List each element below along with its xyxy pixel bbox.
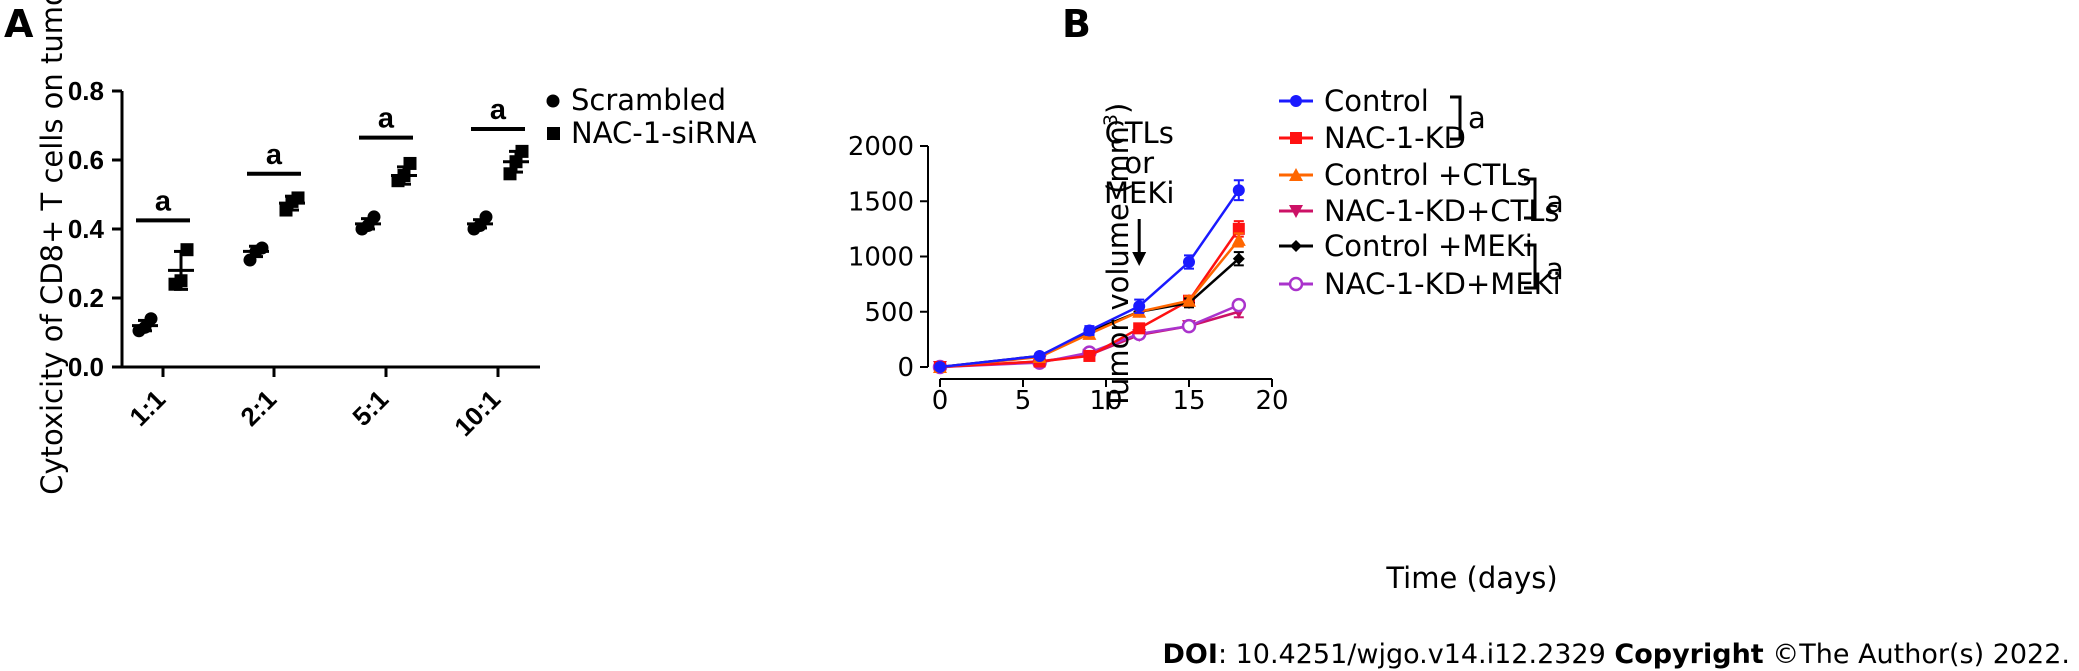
panel-b-legend-label: Control +CTLs: [1324, 158, 1532, 192]
panel-b-series-0-point: [1033, 349, 1046, 362]
panel-b-y-tick-label: 1000: [848, 243, 914, 273]
panel-b-series-0-point: [1183, 256, 1195, 269]
panel-a-y-tick-label: 0.2: [68, 283, 104, 313]
panel-b-series-0-line: [939, 189, 1240, 369]
panel-a-legend-label: Scrambled: [571, 83, 726, 117]
panel-b-y-axis-title-end: ): [1101, 103, 1135, 114]
panel-b-x-axis-title: Time (days): [1385, 561, 1557, 595]
panel-b-series-0-point: [1133, 300, 1146, 313]
panel-a-point-scrambled: [144, 312, 158, 326]
panel-a-significance-label: a: [155, 185, 172, 217]
panel-b-series-5-point: [1181, 318, 1197, 334]
panel-a-x-tick-label: 10:1: [448, 384, 506, 442]
panel-b-annotation-arrowhead: [1132, 252, 1147, 266]
panel-b-significance-bracket: [1450, 95, 1462, 141]
panel-b-series-1-point: [1083, 349, 1096, 362]
panel-a-y-tick-label: 0.0: [68, 352, 104, 382]
panel-b-legend-label: NAC-1-KD+MEKi: [1324, 267, 1561, 301]
panel-b-series-5-point: [1231, 297, 1247, 313]
panel-a-legend-marker-scrambled: [546, 94, 560, 108]
panel-a-y-tick-label: 0.8: [68, 76, 104, 106]
panel-b-series-2-point: [1231, 232, 1246, 246]
panel-b-y-tick-label: 0: [897, 353, 914, 383]
panel-b-x-tick-label: 5: [1015, 386, 1032, 416]
chart-panel-a: 0.0 0.2 0.4 0.6 0.8 1:1 2:1 5:1 10:1 a a a a Cytoxi…: [35, 0, 757, 495]
panel-b-series-0-point: [1232, 184, 1245, 197]
panel-a-point-scrambled: [367, 210, 381, 224]
panel-b-legend-label: Control +MEKi: [1324, 229, 1533, 263]
panel-b-y-axis-title-sup: 3: [1100, 114, 1122, 126]
panel-b-series-2-point: [1182, 293, 1196, 307]
chart-panel-b: 0 500 1000 1500 2000 0 5 10 15 20 Tumor volume (m…: [848, 84, 1564, 595]
panel-a-point-nac1-sirna: [180, 243, 194, 257]
panel-b-series-1-point: [1133, 322, 1146, 335]
panel-a-axes: 0.0 0.2 0.4 0.6 0.8 1:1 2:1 5:1 10:1: [68, 76, 540, 442]
panel-b-y-tick-label: 1500: [848, 187, 914, 217]
footer-copyright-label: Copyright: [1614, 639, 1763, 670]
panel-b-legend-marker: [1288, 276, 1304, 292]
footer-doi-label: DOI: [1163, 639, 1218, 670]
panel-b-annotation-text: or: [1124, 146, 1154, 180]
panel-a-significance-label: a: [266, 139, 283, 171]
panel-a-y-axis-title: Cytoxicity of CD8+ T cells on tumors: [35, 0, 69, 495]
panel-b-legend-marker: [1290, 240, 1302, 252]
panel-a-significance-label: a: [378, 103, 395, 135]
panel-b-legend-label: NAC-1-KD+CTLs: [1324, 194, 1560, 228]
panel-b-legend-marker: [1290, 95, 1302, 107]
panel-a-y-tick-label: 0.4: [68, 214, 105, 244]
panel-b-significance-bracket: [1524, 177, 1537, 220]
panel-b-legend-label: NAC-1-KD: [1324, 121, 1466, 155]
panel-a-legend-marker-nac1-sirna: [547, 127, 560, 140]
panel-a-x-tick-label: 5:1: [346, 384, 394, 432]
panel-b-significance-label: a: [1546, 185, 1564, 219]
panel-b-legend-marker: [1290, 132, 1302, 144]
panel-b-series-0-point: [1083, 324, 1096, 337]
panel-b-series-1-point: [1232, 222, 1245, 235]
panel-b-annotation-text: CTLs: [1105, 116, 1174, 150]
panel-a-point-nac1-sirna: [503, 167, 517, 181]
panel-b-x-tick-label: 20: [1255, 386, 1288, 416]
panel-a-y-tick-label: 0.6: [68, 145, 104, 175]
footer-doi-value: : 10.4251/wjgo.v14.i12.2329: [1218, 639, 1614, 670]
panel-b-x-tick-label: 10: [1089, 386, 1122, 416]
panel-b-significance-label: a: [1468, 101, 1486, 135]
panel-b-y-tick-label: 500: [864, 298, 914, 328]
panel-b-x-tick-label: 0: [932, 386, 949, 416]
panel-b-y-axis-title: Tumor volume (mm3): [1100, 103, 1135, 411]
panel-b-significance-bracket: [1524, 243, 1537, 290]
panel-label-b: B: [1062, 2, 1091, 46]
panel-b-annotation-text: MEKi: [1104, 176, 1174, 210]
panel-b-series-4-point: [1232, 252, 1245, 265]
panel-a-legend-label: NAC-1-siRNA: [571, 116, 757, 150]
footer-credit: DOI: 10.4251/wjgo.v14.i12.2329 Copyright…: [1163, 639, 2070, 670]
panel-a-point-nac1-sirna: [291, 191, 305, 205]
panel-b-marks: [932, 179, 1247, 375]
panel-b-legend-label: Control: [1324, 84, 1429, 118]
panel-b-legend-marker: [1289, 205, 1303, 218]
panel-b-y-tick-label: 2000: [848, 132, 914, 162]
panel-label-a: A: [4, 2, 34, 46]
panel-b-x-tick-label: 15: [1172, 386, 1205, 416]
panel-b-significance-label: a: [1546, 252, 1564, 286]
panel-a-marks: a a a a: [132, 94, 529, 338]
panel-b-series-0-point: [934, 361, 946, 373]
panel-a-x-tick-label: 1:1: [123, 384, 171, 432]
panel-b-axes: 0 500 1000 1500 2000 0 5 10 15 20: [848, 132, 1289, 416]
panel-a-significance-label: a: [490, 94, 507, 126]
panel-a-x-tick-label: 2:1: [234, 384, 282, 432]
panel-b-y-axis-title-main: Tumor volume (mm: [1101, 126, 1135, 410]
panel-b-legend-marker: [1289, 168, 1303, 181]
footer-copyright-value: ©The Author(s) 2022.: [1764, 639, 2070, 670]
